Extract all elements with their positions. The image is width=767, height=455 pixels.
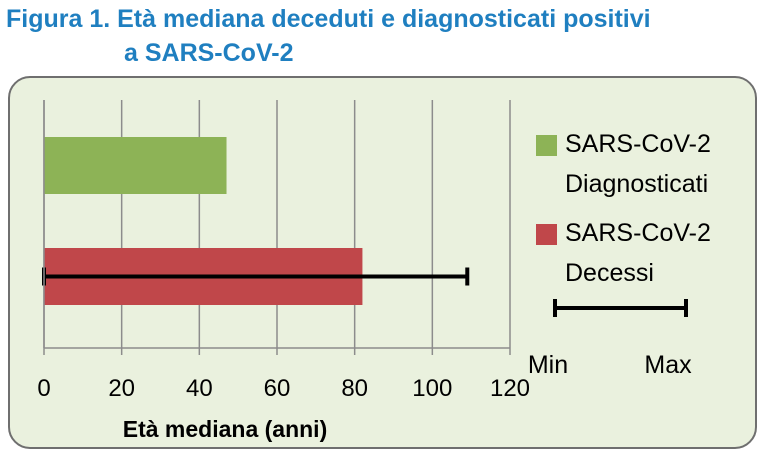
figure-title: Figura 1. Età mediana deceduti e diagnos… [6,2,746,70]
bar-diagnosticati [44,137,227,194]
legend-label-decessi-line2: Decessi [565,259,654,287]
figure-title-line1: Figura 1. Età mediana deceduti e diagnos… [6,5,651,33]
legend-max-label: Max [644,351,692,379]
legend-swatch-decessi [536,224,557,245]
figure-title-line2: a SARS-CoV-2 [124,39,294,67]
x-tick-label: 20 [108,375,135,402]
legend-label-decessi-line1: SARS-CoV-2 [565,219,711,247]
x-axis: 0 20 40 60 80 100 120 [37,100,530,402]
x-tick-label: 0 [37,375,50,402]
bars [42,137,470,305]
x-tick-label: 60 [264,375,291,402]
x-tick-label: 80 [341,375,368,402]
x-tick-label: 100 [412,375,452,402]
x-tick-label: 40 [186,375,213,402]
legend-label-diagnosticati-line2: Diagnosticati [565,170,708,198]
x-tick-label: 120 [490,375,530,402]
legend: SARS-CoV-2 Diagnosticati SARS-CoV-2 Decessi… [528,130,711,379]
legend-min-label: Min [528,351,568,379]
legend-label-diagnosticati-line1: SARS-CoV-2 [565,130,711,158]
x-axis-title: Età mediana (anni) [123,416,327,442]
legend-swatch-diagnosticati [536,135,557,156]
